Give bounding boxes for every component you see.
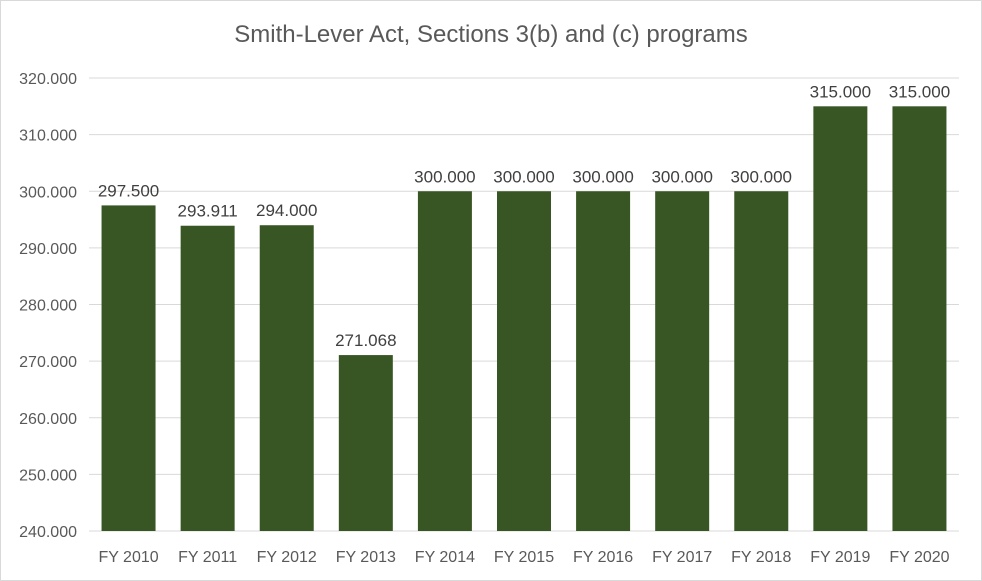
x-tick-label: FY 2012	[257, 549, 317, 566]
y-tick-label: 250.000	[19, 467, 77, 484]
x-tick-label: FY 2013	[336, 549, 396, 566]
bar	[338, 355, 393, 531]
bar	[497, 191, 551, 531]
x-tick-label: FY 2019	[810, 549, 870, 566]
data-label: 271.068	[335, 331, 396, 350]
data-label: 300.000	[572, 167, 633, 186]
x-tick-label: FY 2018	[731, 549, 791, 566]
bar	[101, 205, 156, 531]
x-tick-label: FY 2017	[652, 549, 712, 566]
x-tick-label: FY 2014	[415, 549, 475, 566]
bar	[417, 191, 472, 531]
y-tick-label: 260.000	[19, 411, 77, 428]
data-label: 293.911	[178, 202, 238, 221]
bar	[813, 106, 868, 531]
y-tick-label: 300.000	[19, 184, 77, 201]
data-label: 300.000	[651, 167, 712, 186]
x-tick-label: FY 2010	[98, 549, 158, 566]
data-label: 300.000	[731, 167, 792, 186]
x-tick-label: FY 2020	[889, 549, 949, 566]
x-tick-label: FY 2011	[178, 549, 237, 566]
data-label: 315.000	[889, 82, 950, 101]
bar	[655, 191, 710, 531]
bar	[892, 106, 947, 531]
y-tick-label: 310.000	[19, 128, 77, 145]
y-tick-label: 290.000	[19, 241, 77, 258]
x-tick-label: FY 2016	[573, 549, 633, 566]
data-label: 297.500	[98, 181, 159, 200]
y-tick-label: 320.000	[19, 71, 77, 88]
bar	[180, 225, 235, 532]
y-tick-label: 280.000	[19, 298, 77, 315]
chart-title: Smith-Lever Act, Sections 3(b) and (c) p…	[234, 21, 748, 48]
data-label: 300.000	[493, 167, 554, 186]
bar	[259, 225, 314, 531]
y-tick-label: 270.000	[19, 354, 77, 371]
x-tick-label: FY 2015	[494, 549, 554, 566]
bar	[576, 191, 631, 531]
y-tick-label: 240.000	[19, 524, 77, 541]
data-label: 315.000	[810, 82, 871, 101]
bar	[734, 191, 789, 531]
data-label: 300.000	[414, 167, 475, 186]
data-label: 294.000	[256, 201, 317, 220]
